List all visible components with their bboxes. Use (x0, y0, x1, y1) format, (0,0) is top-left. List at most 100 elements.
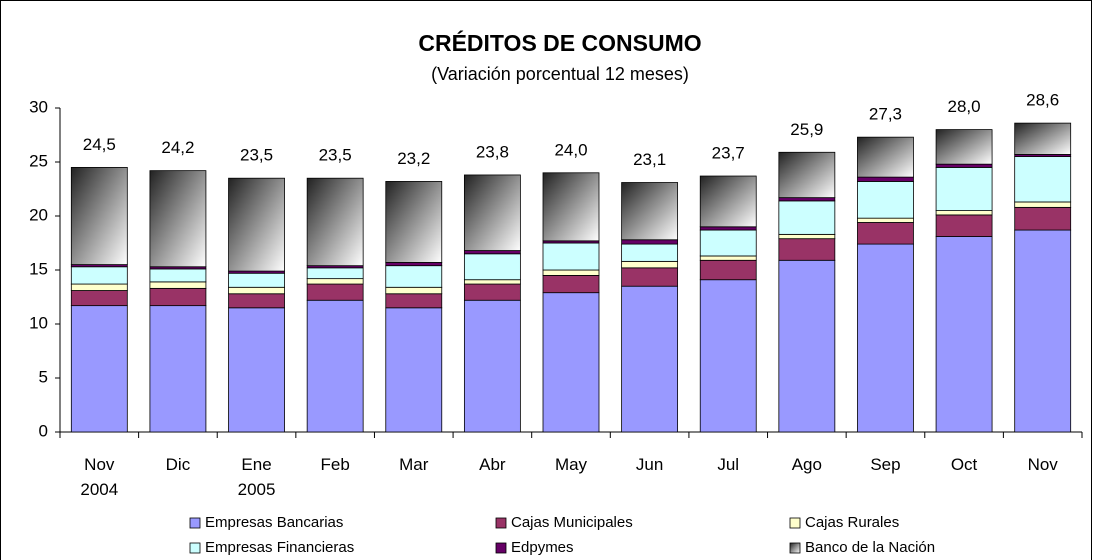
total-label: 23,7 (712, 144, 745, 163)
bar-segment (621, 182, 679, 241)
bar-segment (935, 210, 993, 216)
y-tick-label: 30 (29, 97, 48, 116)
x-tick-label: May (554, 455, 588, 474)
x-tick-label: Mar (399, 455, 429, 474)
bar-segment (1014, 206, 1072, 231)
total-label: 24,2 (161, 138, 194, 157)
total-label: 24,5 (83, 135, 116, 154)
bar-segment (228, 177, 285, 272)
bar-segment (149, 268, 207, 283)
bar-segment (70, 283, 128, 291)
bar-segment (621, 260, 679, 269)
bar-segment (463, 250, 521, 255)
bar-segment (70, 166, 128, 265)
bar-segment (385, 307, 443, 433)
bar-segment (149, 305, 207, 433)
legend-swatch (189, 517, 201, 529)
bar-segment (857, 222, 914, 245)
bar-segment (699, 226, 757, 231)
chart-subtitle: (Variación porcentual 12 meses) (431, 64, 689, 84)
legend-swatch (495, 542, 507, 554)
x-tick-label: Abr (479, 455, 506, 474)
bar-segment (306, 267, 364, 280)
bar-segment (149, 170, 207, 268)
legend-label: Empresas Bancarias (205, 514, 343, 531)
x-tick-label: Feb (320, 455, 350, 474)
bar-segment (1014, 156, 1072, 203)
bar-segment (778, 233, 836, 240)
bar-segment (778, 197, 836, 202)
bar-segment (699, 279, 757, 433)
bar-segment (228, 272, 285, 288)
bar-segment (228, 307, 285, 433)
bar-segment (463, 253, 521, 281)
total-label: 23,2 (397, 149, 430, 168)
bar-segment (857, 136, 914, 178)
bar-segment (1014, 122, 1072, 155)
bar-segment (778, 259, 836, 433)
bar-segment (699, 259, 757, 281)
bar-segment (857, 217, 914, 223)
bar-segment (621, 243, 679, 262)
total-label: 28,6 (1026, 91, 1059, 110)
bar-segment (542, 172, 600, 242)
bar-segment (621, 267, 679, 287)
bar-segment (149, 281, 207, 289)
legend-swatch (495, 517, 507, 529)
bar-segment (935, 214, 993, 237)
y-tick-label: 10 (29, 313, 48, 332)
bar-segment (228, 286, 285, 295)
legend-label: Cajas Rurales (805, 514, 899, 531)
bar-segment (621, 239, 679, 245)
bar-segment (1014, 201, 1072, 208)
y-tick-label: 15 (29, 259, 48, 278)
total-label: 28,0 (948, 97, 981, 116)
bar-segment (857, 243, 914, 433)
total-label: 23,5 (240, 146, 273, 165)
x-tick-label: Ene 2005 (237, 455, 276, 499)
bar-segment (935, 166, 993, 211)
bar-segment (778, 238, 836, 261)
y-tick-label: 0 (39, 421, 48, 440)
bar-segment (699, 175, 757, 228)
legend-swatch (189, 542, 201, 554)
total-label: 24,0 (554, 140, 587, 159)
chart-title: CRÉDITOS DE CONSUMO (418, 29, 701, 56)
bar-segment (385, 181, 443, 263)
y-tick-label: 20 (29, 205, 48, 224)
bar-segment (306, 299, 364, 433)
y-tick-label: 5 (39, 367, 48, 386)
bar-segment (621, 285, 679, 433)
legend-label: Edpymes (511, 539, 574, 556)
bar-segment (228, 293, 285, 309)
bar-segment (70, 305, 128, 433)
x-tick-label: Oct (950, 455, 978, 474)
bar-segment (542, 274, 600, 294)
bar-segment (778, 151, 836, 199)
bar-segment (699, 229, 757, 257)
legend-swatch (789, 517, 801, 529)
bar-segment (857, 176, 914, 182)
total-label: 23,8 (476, 142, 509, 161)
total-label: 23,1 (633, 150, 666, 169)
bar-segment (306, 278, 364, 285)
bar-segment (463, 174, 521, 251)
total-label: 23,5 (319, 146, 352, 165)
bar-segment (542, 269, 600, 276)
total-label: 27,3 (869, 105, 902, 124)
y-tick-label: 25 (29, 151, 48, 170)
bar-segment (385, 265, 443, 288)
bar-segment (70, 266, 128, 285)
legend-label: Banco de la Nación (805, 539, 935, 556)
x-tick-label: Jun (635, 455, 664, 474)
bar-segment (306, 177, 364, 267)
bar-segment (385, 262, 443, 267)
x-tick-label: Sep (870, 455, 901, 474)
bar-segment (857, 181, 914, 219)
bar-segment (699, 255, 757, 261)
bar-segment (385, 286, 443, 295)
bar-segment (149, 287, 207, 307)
